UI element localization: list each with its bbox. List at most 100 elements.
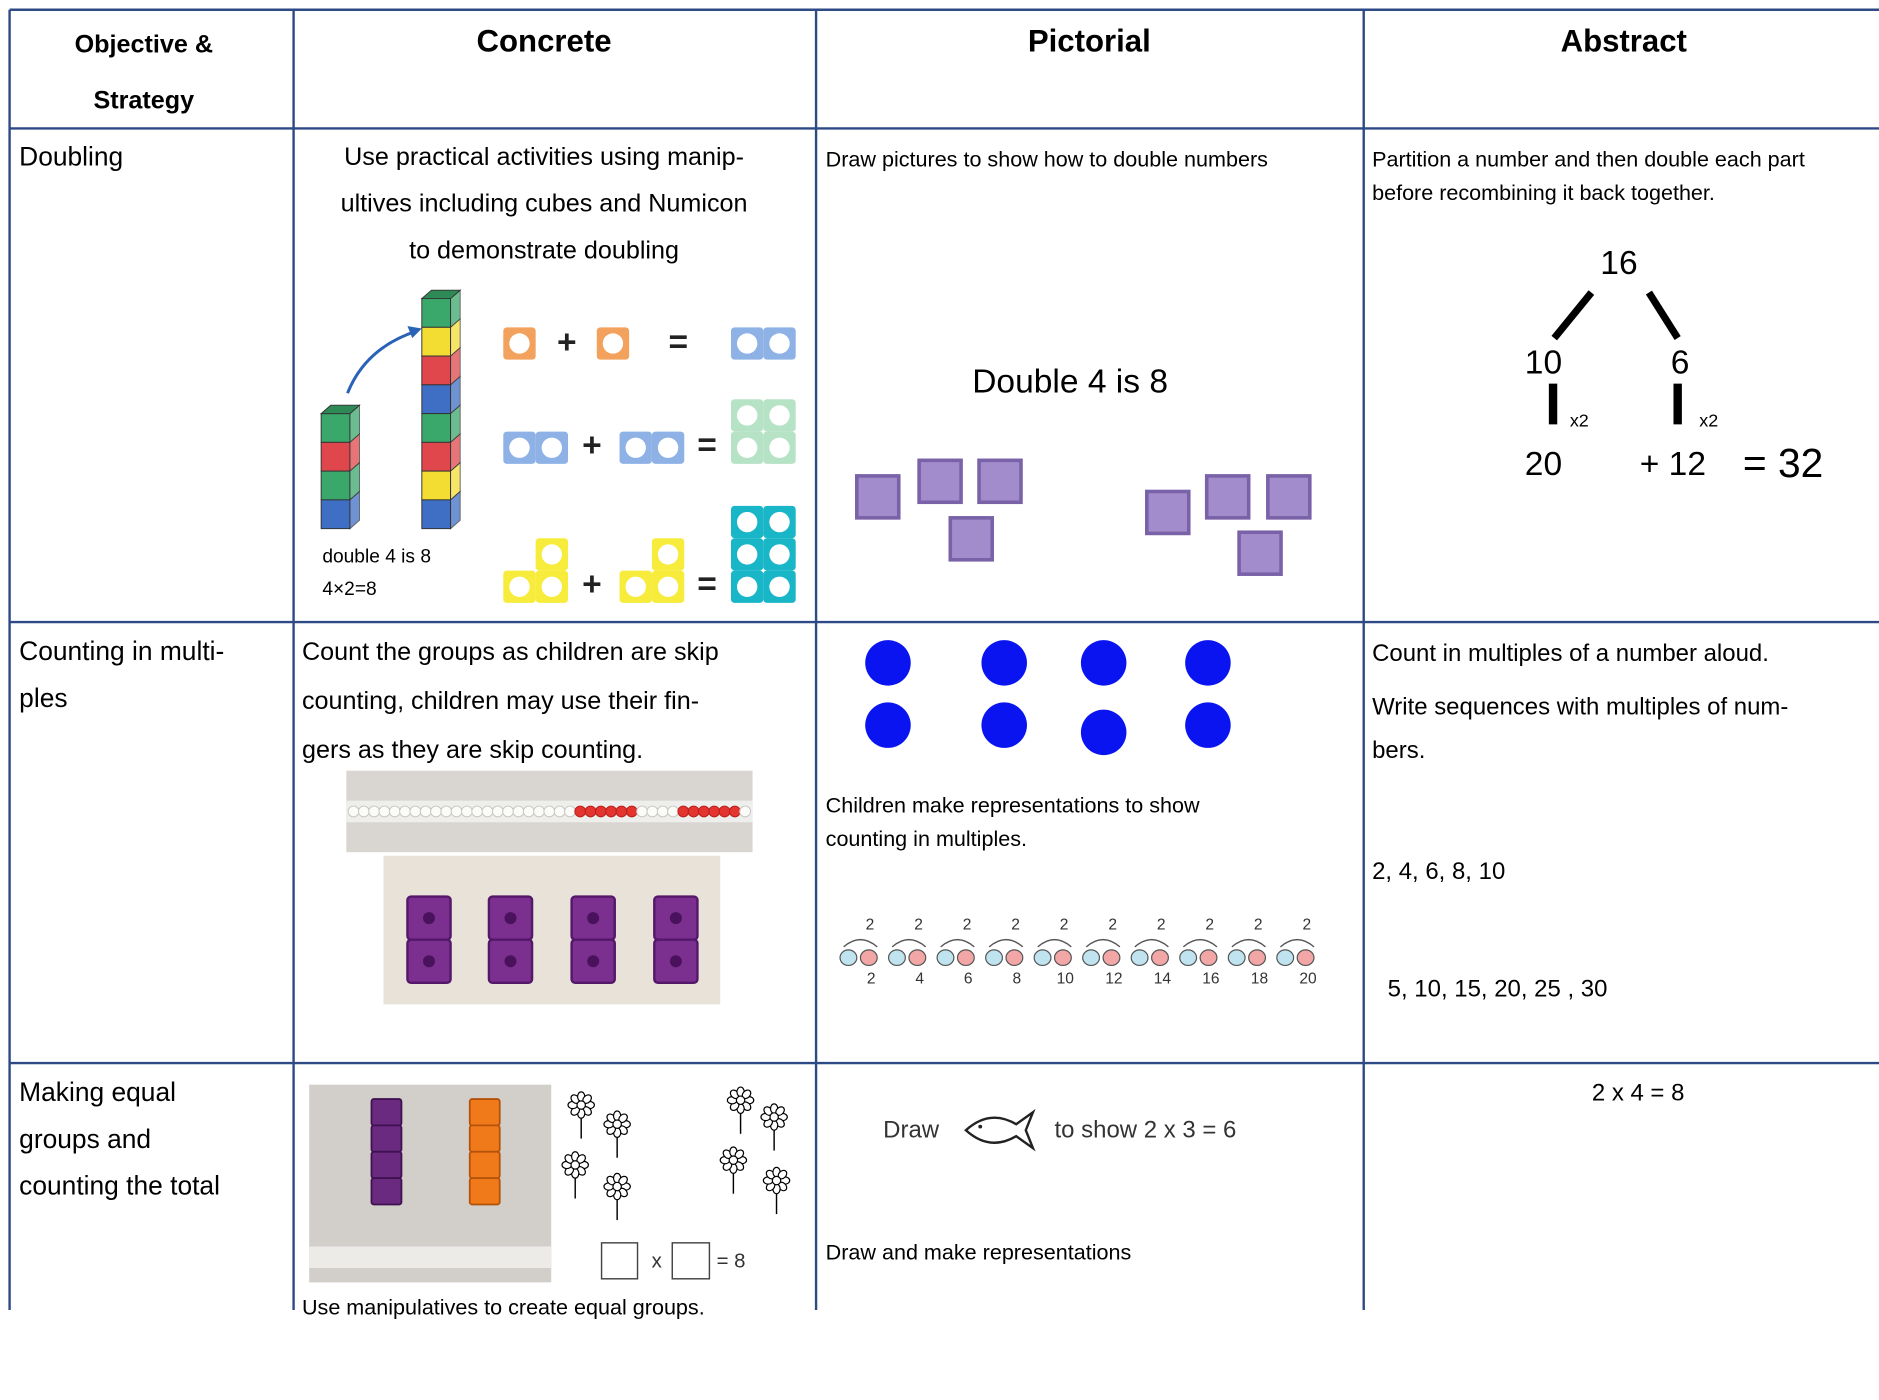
cube-side [450,490,461,530]
tree-branch [1551,290,1595,341]
row-heading: counting the total [19,1171,220,1201]
dot-counter [981,702,1027,748]
figure-title: Double 4 is 8 [972,363,1168,400]
fish-eye [978,1124,983,1129]
figure-caption: 4×2=8 [322,579,376,600]
photo-beads-band [309,1246,552,1269]
cube-top [420,289,462,300]
header-text: Concrete [477,24,612,59]
flower-centre [771,1175,782,1186]
cell-text: to demonstrate doubling [409,236,679,264]
bead [553,805,566,818]
bead [708,805,721,818]
numicon-hole [509,333,530,354]
cube [468,1150,501,1180]
cube [421,355,452,386]
jump-label: 2 [1302,916,1311,933]
cell-text: 2 x 4 = 8 [1592,1080,1685,1107]
numicon-hole [736,544,758,565]
jump-arc [940,938,975,948]
bead [357,805,370,818]
cell-text: to show 2 x 3 = 6 [1055,1117,1237,1144]
flower-centre [769,1112,779,1122]
jump-label: 2 [1157,916,1166,933]
cube [421,499,452,530]
bead [728,805,741,818]
cell-text: Write sequences with multiples of num- [1372,694,1788,721]
bead [471,805,484,818]
square-counter [977,458,1023,505]
jump-arc [1134,938,1169,948]
bead [718,805,731,818]
cell-text: Use practical activities using manip- [344,143,744,171]
bead [605,805,618,818]
flower-centre [612,1181,622,1192]
row-heading: ples [19,683,67,713]
bead [481,805,494,818]
cell-text: Draw and make representations [826,1239,1132,1264]
bead [636,805,648,818]
numicon-hole [625,437,646,458]
cell-text: bers. [1372,737,1425,764]
bead [656,805,669,818]
bead [502,805,514,818]
cube-hole [504,912,517,925]
bead [646,805,659,818]
jump-arc [843,938,878,948]
numicon-hole [541,544,563,565]
numicon-hole [769,511,790,533]
numicon-hole [657,544,679,565]
square-counter [1145,489,1191,536]
square-counter [917,458,963,505]
number-line-label: 12 [1105,970,1122,987]
number-line-label: 6 [964,970,973,987]
bead [409,805,422,818]
bead [522,805,535,818]
bead [1179,949,1198,967]
number-line-label: 8 [1012,970,1021,987]
cube [370,1124,403,1153]
cell-text: Draw pictures to show how to double numb… [826,146,1268,171]
cube [421,326,452,357]
cube-hole [587,912,600,925]
flower-centre [570,1160,580,1170]
figure-caption: double 4 is 8 [322,546,431,567]
cube [370,1177,403,1206]
symbol: + [582,427,602,464]
cube [421,384,452,415]
cell-text: before recombining it back together. [1372,180,1715,205]
bead [461,805,473,818]
numicon-hole [769,333,790,354]
jump-arc [1182,938,1218,948]
answer-box [671,1242,711,1280]
cube [421,413,452,443]
numicon-hole [736,437,758,458]
bead [1033,949,1052,967]
dot-counter [1080,640,1127,686]
bead [1151,949,1169,967]
bead [1053,949,1072,967]
cell-text: + 12 [1640,446,1706,483]
numicon-hole [736,333,758,354]
cube [468,1124,501,1153]
cube-hole [423,912,435,925]
bead [440,805,453,818]
cube [320,470,351,501]
cell-text: Partition a number and then double each … [1372,146,1805,171]
cell-text: Children make representations to show [826,792,1200,817]
bead [687,805,700,818]
symbol: = [697,427,717,464]
cell-text: Count the groups as children are skip [302,638,719,666]
cube [421,441,452,472]
bead [1130,949,1149,967]
symbol: + [582,566,602,603]
jump-label: 2 [1205,916,1214,933]
cell-text: = 32 [1743,440,1823,486]
cube-hole [669,912,682,925]
square-counter [1237,530,1283,576]
cube [320,441,351,472]
number-line-label: 4 [915,970,924,987]
numicon-hole [657,437,679,458]
cell-text: ultives including cubes and Numicon [341,190,748,218]
bead [615,805,628,818]
